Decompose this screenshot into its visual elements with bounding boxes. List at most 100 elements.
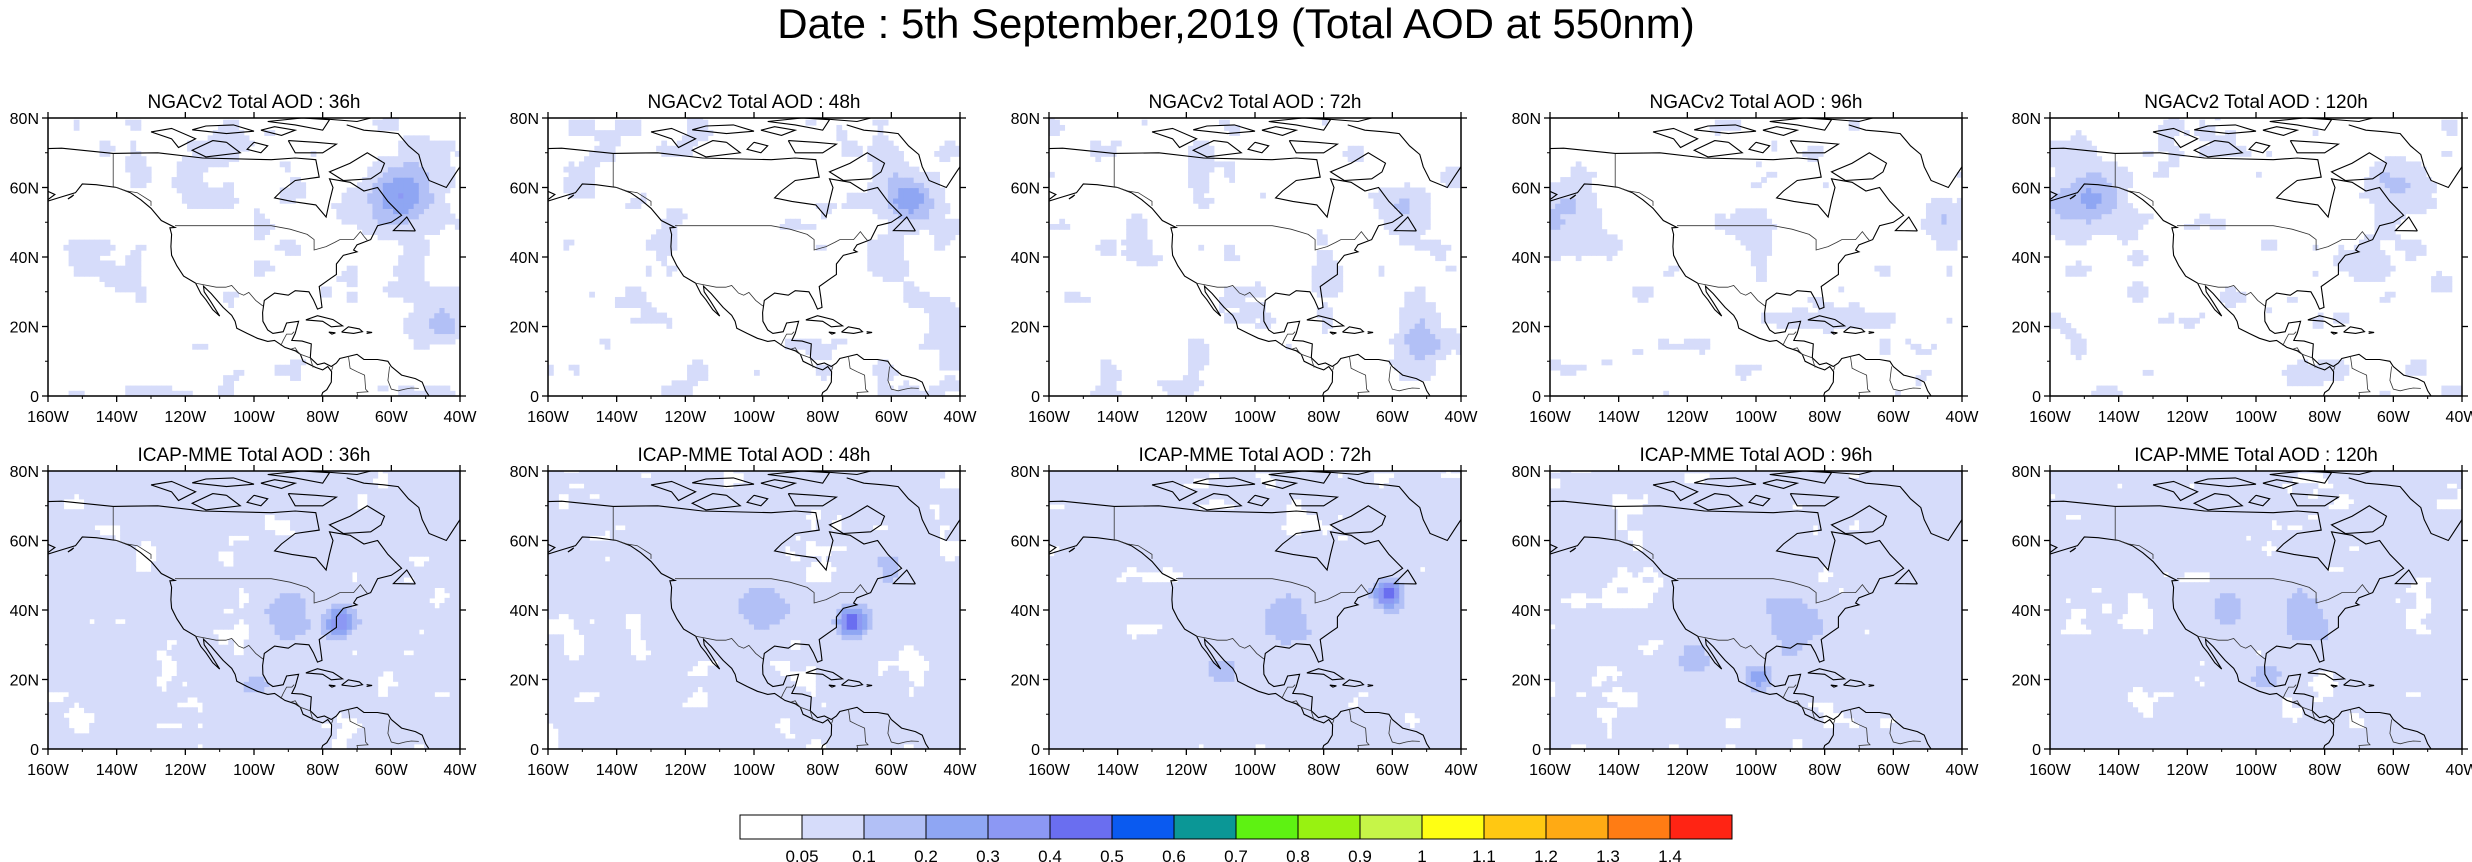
lon-tick-label: 140W [1598,409,1641,426]
lon-tick-label: 140W [96,762,139,779]
lon-tick-label: 60W [1877,762,1911,779]
lon-tick-label: 80W [1307,409,1341,426]
lon-tick-label: 40W [944,409,978,426]
colorbar-swatch [1235,814,1299,840]
colorbar-label: 0.6 [1162,847,1186,862]
lat-tick-label: 60N [10,534,39,551]
lat-tick-label: 0 [30,389,39,406]
lon-tick-label: 80W [306,762,340,779]
panel-title: NGACv2 Total AOD : 120h [2144,92,2368,113]
lat-tick-label: 80N [10,111,39,128]
panel-title: NGACv2 Total AOD : 72h [1149,92,1362,113]
lon-tick-label: 120W [1666,762,1709,779]
aod-field [1550,471,1962,749]
map-panel-icap-mme-5: ICAP-MME Total AOD : 120h 80N 60N 40N 20N 0 16… [2012,445,2472,779]
lon-tick-label: 160W [527,409,570,426]
lon-tick-label: 100W [733,409,776,426]
colorbar-label: 0.3 [976,847,1000,862]
lon-tick-label: 80W [806,762,840,779]
lon-tick-label: 40W [1946,762,1980,779]
lat-tick-label: 20N [510,673,539,690]
lon-tick-label: 160W [1028,409,1071,426]
lon-tick-label: 100W [2235,409,2278,426]
lon-tick-label: 140W [1097,762,1140,779]
map-panel-icap-mme-2: ICAP-MME Total AOD : 48h 80N 60N 40N 20N 0 160… [510,445,978,779]
lat-tick-label: 20N [510,320,539,337]
political-borders [2114,506,2421,749]
colorbar-swatch [987,814,1051,840]
political-borders [2114,153,2421,396]
lon-tick-label: 120W [2166,409,2209,426]
lat-tick-label: 80N [510,464,539,481]
map-panels-grid: NGACv2 Total AOD : 36h 80N 60N 40N 20N 0 160W 1… [10,92,2472,779]
map-panel-ngacv2-5: NGACv2 Total AOD : 120h 80N 60N 40N 20N 0 160W… [2012,92,2472,426]
aod-field [1049,118,1461,396]
colorbar-label: 0.7 [1224,847,1248,862]
lat-tick-label: 0 [1031,389,1040,406]
panel-title: ICAP-MME Total AOD : 36h [137,445,370,466]
aod-field [48,471,460,749]
lat-tick-label: 60N [2012,534,2041,551]
lat-tick-label: 40N [1011,250,1040,267]
lat-tick-label: 60N [1011,534,1040,551]
lat-tick-label: 20N [1512,320,1541,337]
lat-tick-label: 0 [2032,742,2041,759]
aod-field [1550,118,1962,396]
lon-tick-label: 160W [2029,409,2072,426]
panel-title: ICAP-MME Total AOD : 48h [637,445,870,466]
lon-tick-label: 40W [2446,409,2472,426]
political-borders [112,153,419,396]
lat-tick-label: 0 [30,742,39,759]
lon-tick-label: 100W [233,409,276,426]
lon-tick-label: 80W [1808,762,1842,779]
colorbar-label: 0.9 [1348,847,1372,862]
colorbar-swatch [925,814,989,840]
lat-tick-label: 40N [2012,250,2041,267]
lon-tick-label: 40W [1445,762,1479,779]
lat-tick-label: 0 [1532,742,1541,759]
lat-tick-label: 80N [2012,464,2041,481]
lon-tick-label: 140W [596,762,639,779]
lat-tick-label: 0 [530,389,539,406]
colorbar-swatch [1297,814,1361,840]
lat-tick-label: 60N [510,534,539,551]
page-title: Date : 5th September,2019 (Total AOD at … [0,0,2472,48]
lon-tick-label: 60W [1877,409,1911,426]
coastlines [2050,118,2462,396]
coastlines [548,118,960,396]
lat-tick-label: 40N [1011,603,1040,620]
lon-tick-label: 140W [1598,762,1641,779]
lat-tick-label: 0 [530,742,539,759]
lon-tick-label: 40W [1445,409,1479,426]
lon-tick-label: 120W [164,409,207,426]
aod-field [548,118,960,396]
colorbar-label: 1.1 [1472,847,1496,862]
lat-tick-label: 60N [1512,181,1541,198]
colorbar-swatch [1173,814,1237,840]
colorbar-label: 1.3 [1596,847,1620,862]
political-borders [612,506,919,749]
lon-tick-label: 140W [2098,762,2141,779]
lat-tick-label: 80N [1011,111,1040,128]
lon-tick-label: 40W [444,409,478,426]
panel-title: NGACv2 Total AOD : 96h [1650,92,1863,113]
colorbar-label: 0.05 [785,847,818,862]
colorbar-label: 0.8 [1286,847,1310,862]
lon-tick-label: 100W [233,762,276,779]
lat-tick-label: 20N [10,673,39,690]
panel-title: ICAP-MME Total AOD : 96h [1639,445,1872,466]
panel-title: NGACv2 Total AOD : 36h [148,92,361,113]
lon-tick-label: 40W [444,762,478,779]
colorbar-swatch [801,814,865,840]
aod-field [2050,471,2462,749]
lon-tick-label: 100W [1735,762,1778,779]
lat-tick-label: 80N [2012,111,2041,128]
lat-tick-label: 40N [1512,250,1541,267]
map-panel-ngacv2-3: NGACv2 Total AOD : 72h 80N 60N 40N 20N 0 160W 1… [1011,92,1479,426]
lon-tick-label: 140W [2098,409,2141,426]
political-borders [1113,506,1420,749]
map-panel-icap-mme-3: ICAP-MME Total AOD : 72h 80N 60N 40N 20N 0 160… [1011,445,1479,779]
lat-tick-label: 60N [1011,181,1040,198]
lon-tick-label: 160W [27,762,70,779]
lat-tick-label: 80N [1512,464,1541,481]
